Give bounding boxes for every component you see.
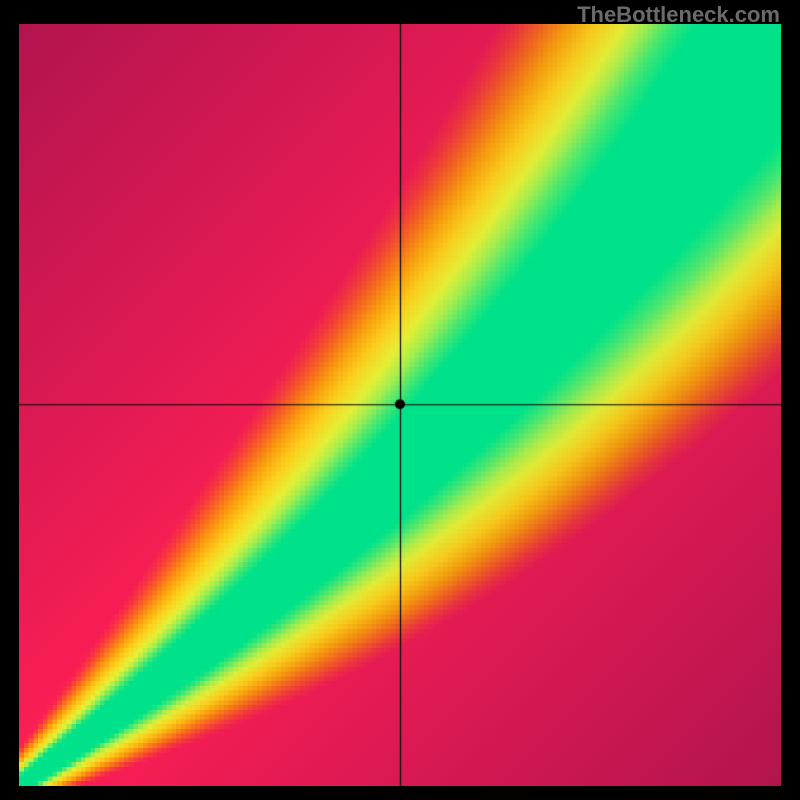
bottleneck-heatmap <box>19 24 781 786</box>
watermark-text: TheBottleneck.com <box>577 2 780 28</box>
chart-container: TheBottleneck.com <box>0 0 800 800</box>
